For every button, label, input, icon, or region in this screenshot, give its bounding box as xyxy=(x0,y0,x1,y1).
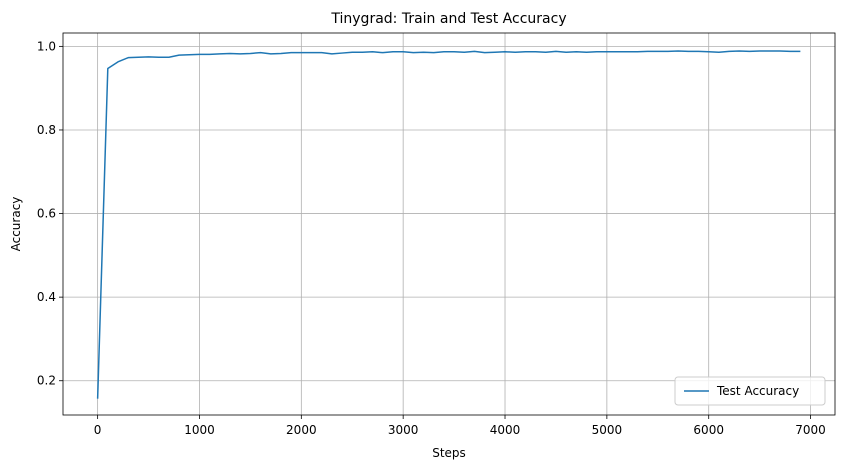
x-axis-label: Steps xyxy=(432,446,466,460)
plot-area xyxy=(96,50,801,399)
x-tick-label: 1000 xyxy=(184,423,215,437)
x-tick-label: 5000 xyxy=(592,423,623,437)
series-line-test-accuracy xyxy=(96,50,801,399)
x-tick-label: 3000 xyxy=(388,423,419,437)
x-tick-label: 7000 xyxy=(795,423,826,437)
x-tick-label: 6000 xyxy=(693,423,724,437)
x-axis: 0 1000 2000 3000 4000 5000 6000 7000 xyxy=(94,415,826,437)
x-tick-label: 4000 xyxy=(490,423,521,437)
y-tick-label: 0.2 xyxy=(37,374,56,388)
y-tick-label: 0.6 xyxy=(37,207,56,221)
legend: Test Accuracy xyxy=(674,376,826,406)
axes-frame xyxy=(62,32,836,416)
y-tick-label: 0.4 xyxy=(37,290,56,304)
y-axis: 0.2 0.4 0.6 0.8 1.0 xyxy=(37,39,63,388)
grid xyxy=(63,33,835,415)
y-axis-label: Accuracy xyxy=(9,197,23,252)
legend-label: Test Accuracy xyxy=(716,384,799,398)
y-tick-label: 0.8 xyxy=(37,123,56,137)
x-tick-label: 2000 xyxy=(286,423,317,437)
x-tick-label: 0 xyxy=(94,423,102,437)
legend-box xyxy=(674,376,826,406)
y-tick-label: 1.0 xyxy=(37,39,56,53)
chart-title: Tinygrad: Train and Test Accuracy xyxy=(330,11,566,27)
